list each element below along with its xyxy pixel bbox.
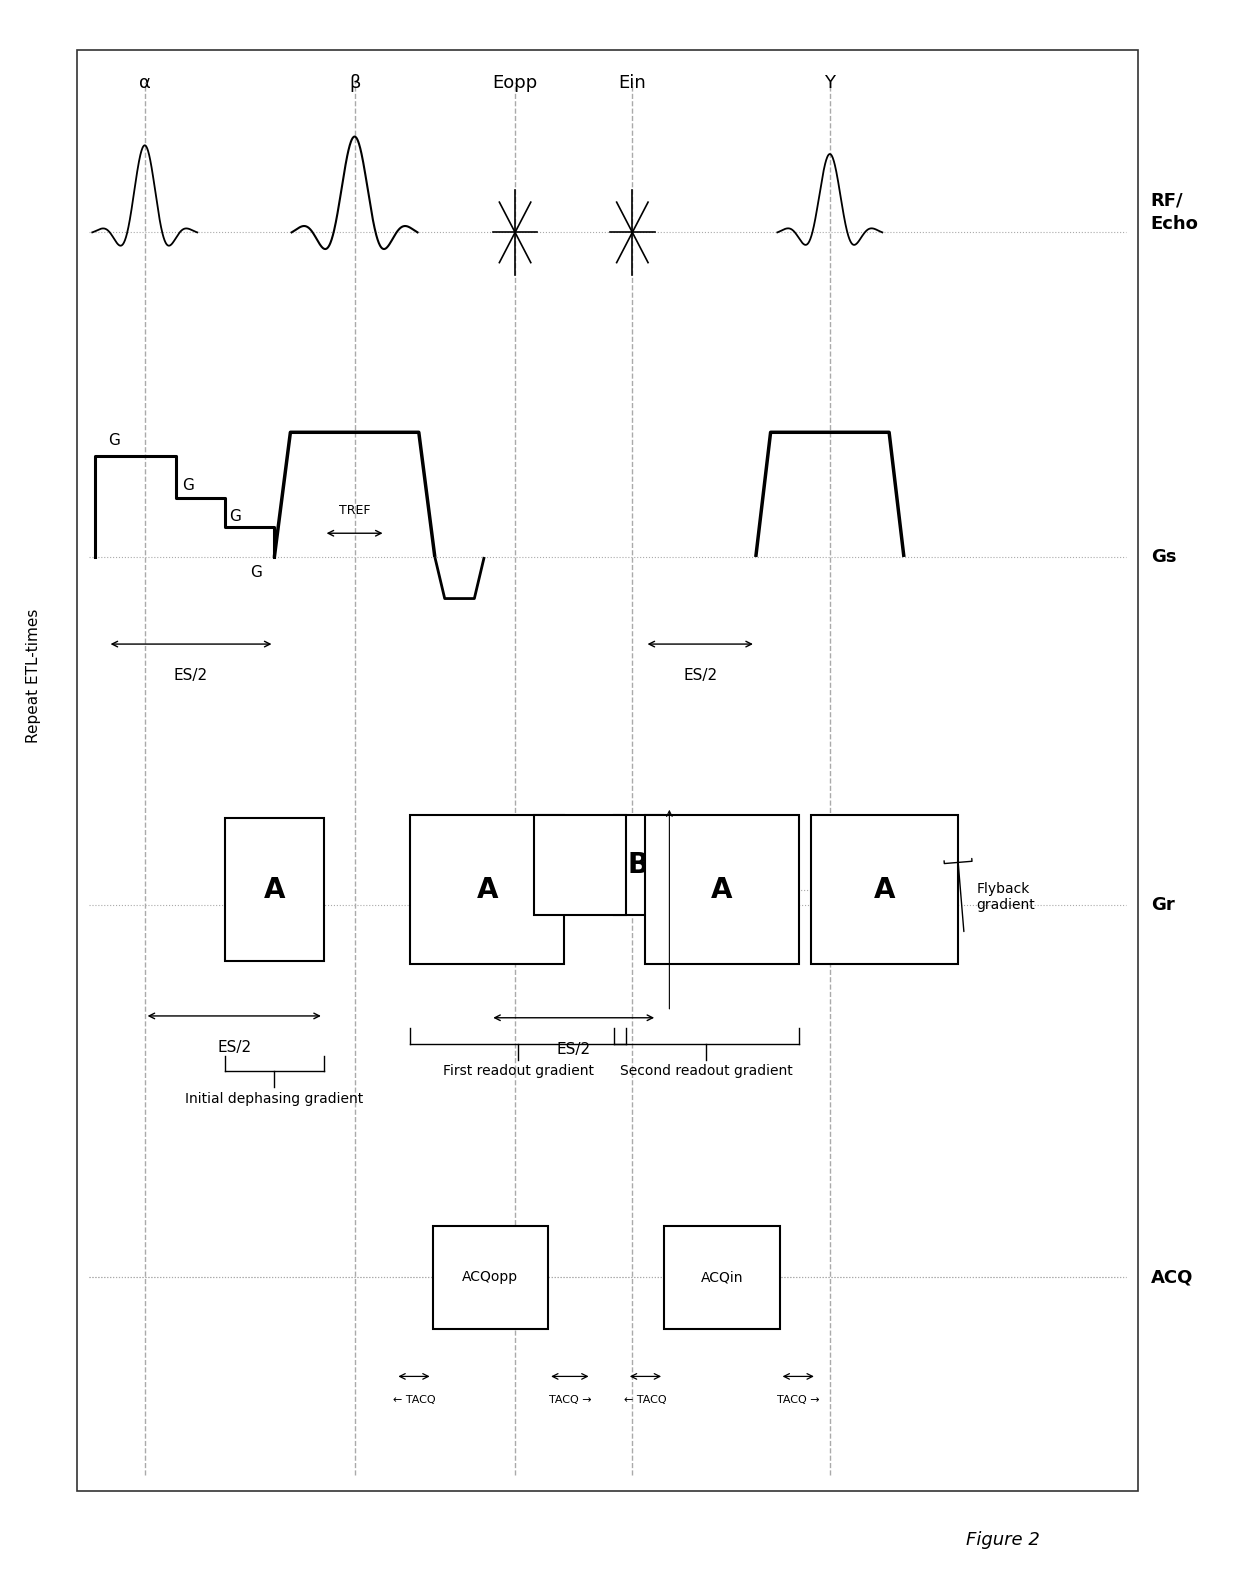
Text: ACQin: ACQin: [701, 1271, 743, 1284]
Text: Eopp: Eopp: [492, 75, 538, 92]
Text: Y: Y: [825, 75, 836, 92]
Text: RF/: RF/: [1151, 192, 1183, 210]
Text: Gr: Gr: [1151, 896, 1174, 914]
Text: A: A: [711, 876, 733, 904]
Text: ES/2: ES/2: [217, 1039, 252, 1055]
Text: TACQ →: TACQ →: [549, 1395, 591, 1405]
Text: G: G: [250, 566, 262, 580]
Text: Ein: Ein: [619, 75, 646, 92]
Text: ES/2: ES/2: [683, 667, 717, 683]
Text: Echo: Echo: [1151, 216, 1199, 234]
Text: Figure 2: Figure 2: [966, 1530, 1039, 1549]
Text: ← TACQ: ← TACQ: [624, 1395, 667, 1405]
Text: ACQ: ACQ: [1151, 1268, 1193, 1287]
Text: B: B: [627, 852, 649, 879]
Text: β: β: [348, 75, 361, 92]
Text: G: G: [228, 508, 241, 524]
Text: TREF: TREF: [339, 504, 371, 518]
Bar: [663, 1227, 780, 1328]
Bar: [811, 815, 959, 965]
Text: ES/2: ES/2: [174, 667, 208, 683]
Bar: [433, 1227, 548, 1328]
Text: ACQopp: ACQopp: [463, 1271, 518, 1284]
Text: Second readout gradient: Second readout gradient: [620, 1065, 792, 1079]
Text: First readout gradient: First readout gradient: [443, 1065, 594, 1079]
Bar: [645, 815, 799, 965]
Text: Gs: Gs: [1151, 548, 1177, 566]
Bar: [533, 815, 626, 915]
Bar: [77, 51, 1138, 1490]
Text: Initial dephasing gradient: Initial dephasing gradient: [185, 1092, 363, 1106]
Bar: [224, 818, 324, 960]
Text: B: B: [569, 852, 590, 879]
Text: A: A: [264, 876, 285, 904]
Bar: [410, 815, 564, 965]
Text: α: α: [139, 75, 151, 92]
Text: TACQ →: TACQ →: [777, 1395, 820, 1405]
Text: ΔTE: ΔTE: [593, 869, 621, 885]
Text: G: G: [108, 434, 119, 448]
Text: Flyback
gradient: Flyback gradient: [976, 882, 1035, 912]
Bar: [614, 815, 663, 915]
Text: ES/2: ES/2: [557, 1041, 590, 1057]
Text: Repeat ETL-times: Repeat ETL-times: [26, 609, 41, 744]
Text: G: G: [182, 478, 193, 493]
Text: ← TACQ: ← TACQ: [393, 1395, 435, 1405]
Text: A: A: [476, 876, 498, 904]
Text: A: A: [874, 876, 895, 904]
